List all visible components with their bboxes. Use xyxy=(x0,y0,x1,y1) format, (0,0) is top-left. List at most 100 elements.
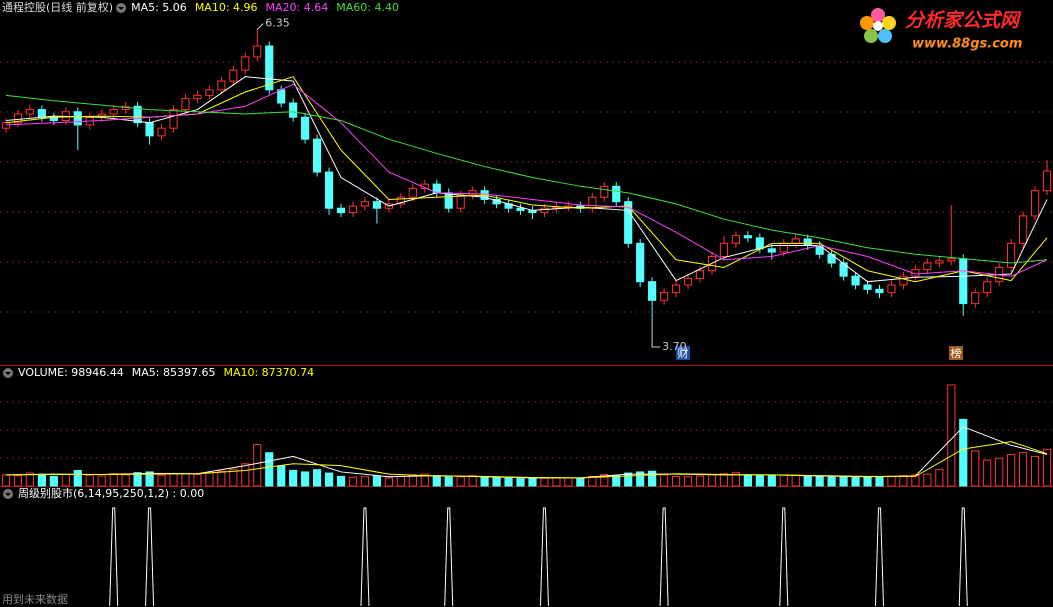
volume-bar xyxy=(1018,452,1028,487)
event-box xyxy=(949,346,963,360)
candle-body xyxy=(863,284,872,290)
event-label: 财 xyxy=(678,346,689,360)
volume-bar xyxy=(899,475,908,487)
volume-bar xyxy=(791,474,800,487)
candle-body xyxy=(959,258,968,305)
candle-body xyxy=(1030,190,1040,217)
volume-bar xyxy=(695,475,705,487)
volume-bar xyxy=(683,476,693,487)
candle-body xyxy=(648,281,657,301)
legend-entry: MA5: 85397.65 xyxy=(132,366,216,379)
volume-bar xyxy=(456,476,465,487)
volume-bar xyxy=(169,472,178,487)
chart-title: 通程控股(日线 前复权) xyxy=(2,0,113,14)
event-markers: 财 榜 xyxy=(676,346,963,360)
volume-bar xyxy=(779,474,788,487)
volume-bar xyxy=(265,452,274,487)
footer-note: 用到未来数据 xyxy=(2,592,68,606)
volume-bar xyxy=(983,459,992,487)
candle-body xyxy=(971,292,980,305)
candle-body xyxy=(408,188,417,198)
volume-bar xyxy=(313,469,322,487)
high-label: 6.35 xyxy=(265,17,290,30)
signal-spike xyxy=(145,507,155,607)
candle-body xyxy=(169,109,178,129)
volume-bar xyxy=(911,474,920,487)
candle-body xyxy=(313,138,322,173)
candle-body xyxy=(588,196,597,209)
volume-bar xyxy=(85,474,94,487)
grid xyxy=(0,61,1053,487)
volume-bar xyxy=(660,474,669,487)
volume-bar xyxy=(671,475,681,487)
volume-bar xyxy=(217,470,226,487)
extreme-pointer xyxy=(651,320,661,348)
volume-bar xyxy=(277,465,286,487)
candle-body xyxy=(1018,215,1028,244)
candle-body xyxy=(37,109,46,118)
volume-bar xyxy=(767,475,776,487)
candle-body xyxy=(636,242,645,283)
candle-body xyxy=(109,109,118,115)
volume-bar xyxy=(1,474,11,487)
volume-bar xyxy=(947,384,956,487)
candle-body xyxy=(683,277,693,286)
candle-body xyxy=(923,262,932,271)
volume-bar xyxy=(181,473,190,487)
volume-bar xyxy=(636,471,645,487)
volume-bar xyxy=(576,477,585,487)
candle-body xyxy=(767,248,776,253)
volume-bar xyxy=(540,477,549,487)
candle-body xyxy=(289,102,298,118)
volume-bar xyxy=(839,475,848,487)
volume-bar xyxy=(648,470,657,487)
candle-body xyxy=(324,171,334,209)
event-label: 榜 xyxy=(951,346,962,360)
volume-bar xyxy=(528,477,537,487)
candle-body xyxy=(935,260,944,264)
volume-bar xyxy=(37,473,46,487)
volume-bar xyxy=(384,477,393,487)
candle-body xyxy=(277,89,286,104)
ma-line xyxy=(5,441,1048,479)
volume-bar xyxy=(1042,448,1052,487)
volume-bar xyxy=(241,463,250,487)
candle-body xyxy=(336,207,346,214)
logo-title: 分析家公式网 xyxy=(905,10,1022,32)
candle-body xyxy=(875,288,884,294)
volume-bar xyxy=(612,475,621,487)
volume-bar xyxy=(145,471,154,487)
candle-body xyxy=(600,185,609,198)
extreme-pointer xyxy=(256,23,264,30)
logo-url: www.88gs.com xyxy=(912,37,1022,52)
legend-entry: MA20: 4.64 xyxy=(266,1,329,14)
candle-body xyxy=(348,205,358,214)
signal-spike xyxy=(659,507,669,607)
volume-bar xyxy=(372,475,382,487)
legend-entry: MA60: 4.40 xyxy=(336,1,399,14)
volume-bar xyxy=(121,474,130,487)
candle-body xyxy=(360,201,370,207)
volume-bar xyxy=(109,473,118,487)
ma-line xyxy=(5,83,1048,277)
volume-bar xyxy=(588,475,597,487)
signal-spike xyxy=(444,507,454,607)
volume-bar xyxy=(923,473,932,487)
signal-spike xyxy=(539,507,549,607)
candle-body xyxy=(372,201,382,209)
candle-body xyxy=(983,281,992,294)
candle-body xyxy=(540,207,549,214)
candle-body xyxy=(803,238,812,247)
volume-bar xyxy=(396,475,405,487)
candle-body xyxy=(1007,242,1016,268)
volume-bar xyxy=(301,471,310,487)
volume-bar xyxy=(851,476,860,487)
candle-body xyxy=(265,45,274,91)
candle-body xyxy=(193,94,202,100)
candle-body xyxy=(157,127,166,137)
candle-body xyxy=(73,111,82,126)
low-label: 3.70 xyxy=(662,340,687,353)
volume-bar xyxy=(61,474,70,487)
volume-bar xyxy=(731,472,740,487)
signal-spike xyxy=(958,507,968,607)
